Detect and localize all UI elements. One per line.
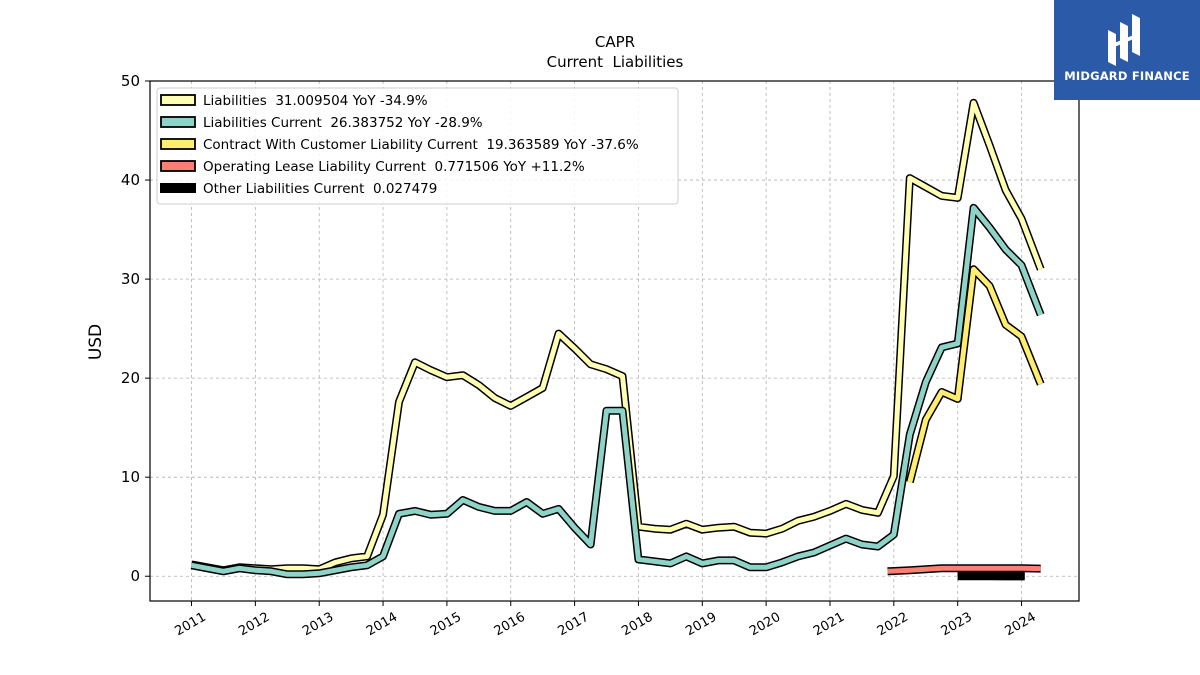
legend-swatch xyxy=(160,116,196,128)
y-tick-label: 20 xyxy=(121,369,140,387)
y-tick-label: 10 xyxy=(121,468,140,486)
legend-label: Operating Lease Liability Current 0.7715… xyxy=(203,159,585,175)
x-tick-label: 2022 xyxy=(875,610,911,640)
legend-swatch xyxy=(160,94,196,106)
x-tick-label: 2024 xyxy=(1003,610,1039,640)
series-line-1 xyxy=(191,205,1044,577)
x-tick-label: 2020 xyxy=(747,610,783,640)
x-tick-label: 2014 xyxy=(364,610,400,640)
x-tick-label: 2016 xyxy=(492,610,528,640)
legend-label: Contract With Customer Liability Current… xyxy=(203,137,639,153)
legend: Liabilities 31.009504 YoY -34.9% Liabilit… xyxy=(156,87,679,205)
x-tick-label: 2021 xyxy=(811,610,847,640)
series-line-0 xyxy=(191,100,1044,573)
x-tick-label: 2019 xyxy=(683,610,719,640)
y-tick-label: 40 xyxy=(121,171,140,189)
midgard-logo-icon xyxy=(1108,14,1140,66)
legend-label: Liabilities 31.009504 YoY -34.9% xyxy=(203,93,428,109)
y-tick-label: 50 xyxy=(121,72,140,90)
series-line-3 xyxy=(887,565,1041,574)
x-tick-label: 2015 xyxy=(428,610,464,640)
legend-swatch xyxy=(160,183,196,193)
series-lines xyxy=(190,98,1045,581)
series-line-2 xyxy=(907,266,1044,483)
legend-label: Liabilities Current 26.383752 YoY -28.9% xyxy=(203,115,483,131)
legend-swatch xyxy=(160,160,196,172)
x-tick-label: 2011 xyxy=(172,610,208,640)
x-tick-label: 2017 xyxy=(556,610,592,640)
legend-box xyxy=(156,87,679,205)
x-tick-label: 2018 xyxy=(619,610,655,640)
chart-subtitle: Current Liabilities xyxy=(547,53,684,71)
plot-frame xyxy=(149,80,1080,602)
y-tick-label: 30 xyxy=(121,270,140,288)
midgard-finance-logo: MIDGARD FINANCE xyxy=(1054,0,1200,100)
logo-text: MIDGARD FINANCE xyxy=(1064,69,1190,83)
y-axis-label: USD xyxy=(86,324,106,360)
legend-label: Other Liabilities Current 0.027479 xyxy=(203,181,437,197)
y-tick-label: 0 xyxy=(130,567,140,585)
chart-title: CAPR xyxy=(595,33,635,51)
legend-swatch xyxy=(160,138,196,150)
x-tick-label: 2012 xyxy=(236,610,272,640)
x-tick-label: 2013 xyxy=(300,610,336,640)
x-tick-label: 2023 xyxy=(939,610,975,640)
